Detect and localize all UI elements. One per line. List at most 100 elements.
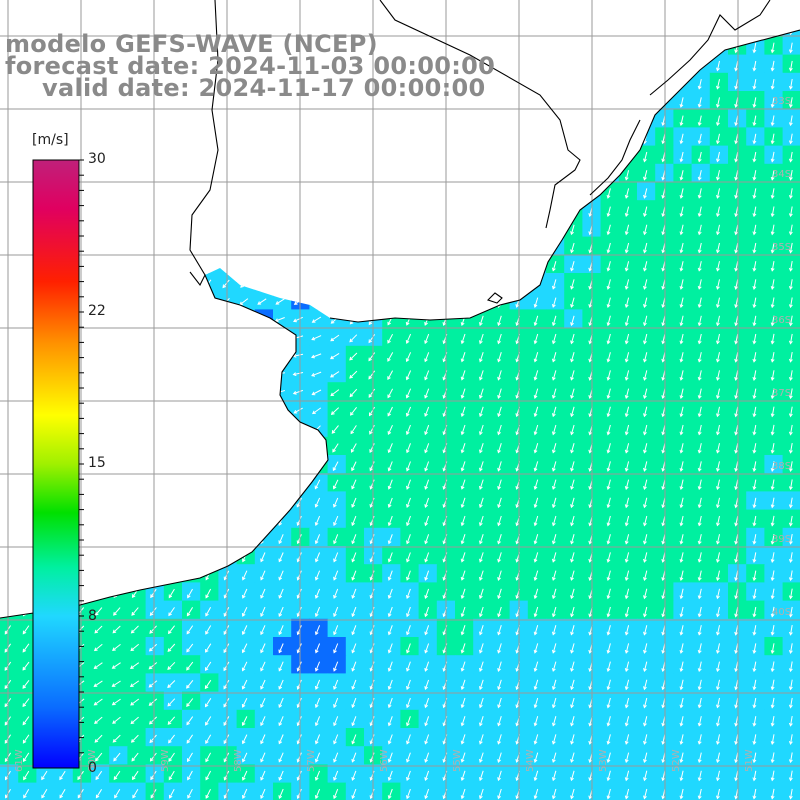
wind-arrow (643, 224, 648, 236)
wind-arrow (333, 497, 339, 508)
longitude-label: 52W (671, 749, 682, 772)
colorbar-tick-0: 0 (88, 760, 97, 776)
wind-arrow (551, 479, 557, 490)
wind-arrow (770, 224, 775, 236)
wind-arrow (368, 388, 376, 398)
wind-arrow (770, 206, 775, 218)
wind-arrow (149, 625, 157, 634)
wind-arrow (332, 479, 339, 490)
wind-arrow (752, 552, 757, 563)
wind-arrow (260, 570, 266, 581)
wind-arrow (734, 370, 739, 381)
wind-arrow (332, 443, 339, 453)
wind-arrow (351, 588, 357, 599)
wind-arrow (330, 334, 340, 342)
wind-arrow (697, 497, 702, 509)
wind-arrow (551, 661, 557, 672)
wind-arrow (788, 606, 793, 618)
colorbar (32, 159, 84, 769)
wind-arrow (624, 170, 630, 181)
wind-arrow (460, 697, 466, 709)
wind-arrow (734, 297, 739, 309)
wind-arrow (497, 370, 502, 381)
wind-arrow (333, 788, 339, 800)
wind-arrow (752, 206, 757, 218)
wind-arrow (752, 661, 757, 673)
wind-arrow (697, 151, 702, 163)
wind-arrow (716, 242, 720, 254)
wind-arrow (479, 716, 484, 727)
wind-arrow (551, 588, 557, 600)
wind-arrow (679, 479, 684, 491)
wind-arrow (788, 497, 793, 509)
wind-arrow (387, 424, 393, 435)
wind-arrow (716, 115, 720, 127)
wind-arrow (697, 588, 702, 600)
wind-arrow (260, 625, 266, 636)
wind-arrow (734, 752, 739, 764)
wind-arrow (351, 770, 357, 781)
wind-arrow (460, 570, 466, 581)
wind-arrow (770, 534, 775, 545)
wind-arrow (734, 206, 739, 218)
wind-arrow (788, 206, 793, 218)
wind-arrow (350, 425, 357, 435)
wind-arrow (149, 716, 158, 725)
wind-arrow (369, 788, 375, 800)
wind-arrow (167, 716, 176, 725)
wind-arrow (624, 370, 630, 381)
wind-arrow (111, 662, 121, 669)
wind-arrow (533, 752, 539, 763)
wind-arrow (697, 242, 702, 254)
wind-arrow (606, 552, 611, 563)
wind-arrow (333, 625, 339, 636)
longitude-label: 57W (306, 749, 317, 772)
wind-arrow (533, 406, 539, 418)
wind-arrow (186, 625, 194, 635)
latitude-label: 38S (772, 461, 791, 472)
wind-arrow (624, 734, 630, 745)
wind-arrow (351, 643, 357, 654)
wind-arrow (752, 497, 757, 509)
wind-arrow (22, 643, 30, 653)
wind-arrow (460, 606, 466, 618)
wind-arrow (424, 588, 430, 600)
wind-arrow (788, 752, 793, 764)
wind-arrow (351, 679, 357, 690)
wind-arrow (697, 552, 702, 563)
wind-arrow (479, 333, 484, 345)
wind-arrow (551, 606, 557, 618)
wind-arrow (293, 316, 304, 323)
wind-arrow (770, 370, 775, 381)
wind-arrow (570, 297, 575, 308)
wind-arrow (260, 643, 266, 654)
wind-arrow (94, 607, 103, 616)
wind-arrow (679, 515, 684, 527)
wind-arrow (570, 461, 575, 472)
wind-arrow (643, 315, 648, 327)
wind-arrow (314, 515, 321, 526)
wind-arrow (697, 115, 702, 127)
wind-arrow (332, 461, 339, 472)
wind-arrow (95, 789, 103, 799)
wind-arrow (186, 661, 194, 671)
wind-arrow (310, 353, 322, 359)
wind-arrow (752, 370, 757, 381)
wind-arrow (424, 606, 430, 618)
wind-arrow (387, 625, 393, 636)
wind-arrow (643, 734, 648, 745)
wind-arrow (716, 424, 720, 436)
wind-arrow (314, 716, 321, 727)
wind-arrow (533, 661, 539, 672)
wind-arrow (788, 479, 793, 491)
wind-arrow (314, 734, 321, 745)
wind-arrow (716, 716, 720, 727)
longitude-label: 58W (233, 749, 244, 772)
wind-arrow (752, 261, 757, 272)
wind-arrow (479, 606, 484, 618)
wind-arrow (533, 716, 539, 727)
wind-arrow (679, 661, 684, 673)
wind-arrow (186, 716, 194, 726)
wind-arrow (333, 661, 339, 672)
wind-arrow (369, 606, 375, 618)
